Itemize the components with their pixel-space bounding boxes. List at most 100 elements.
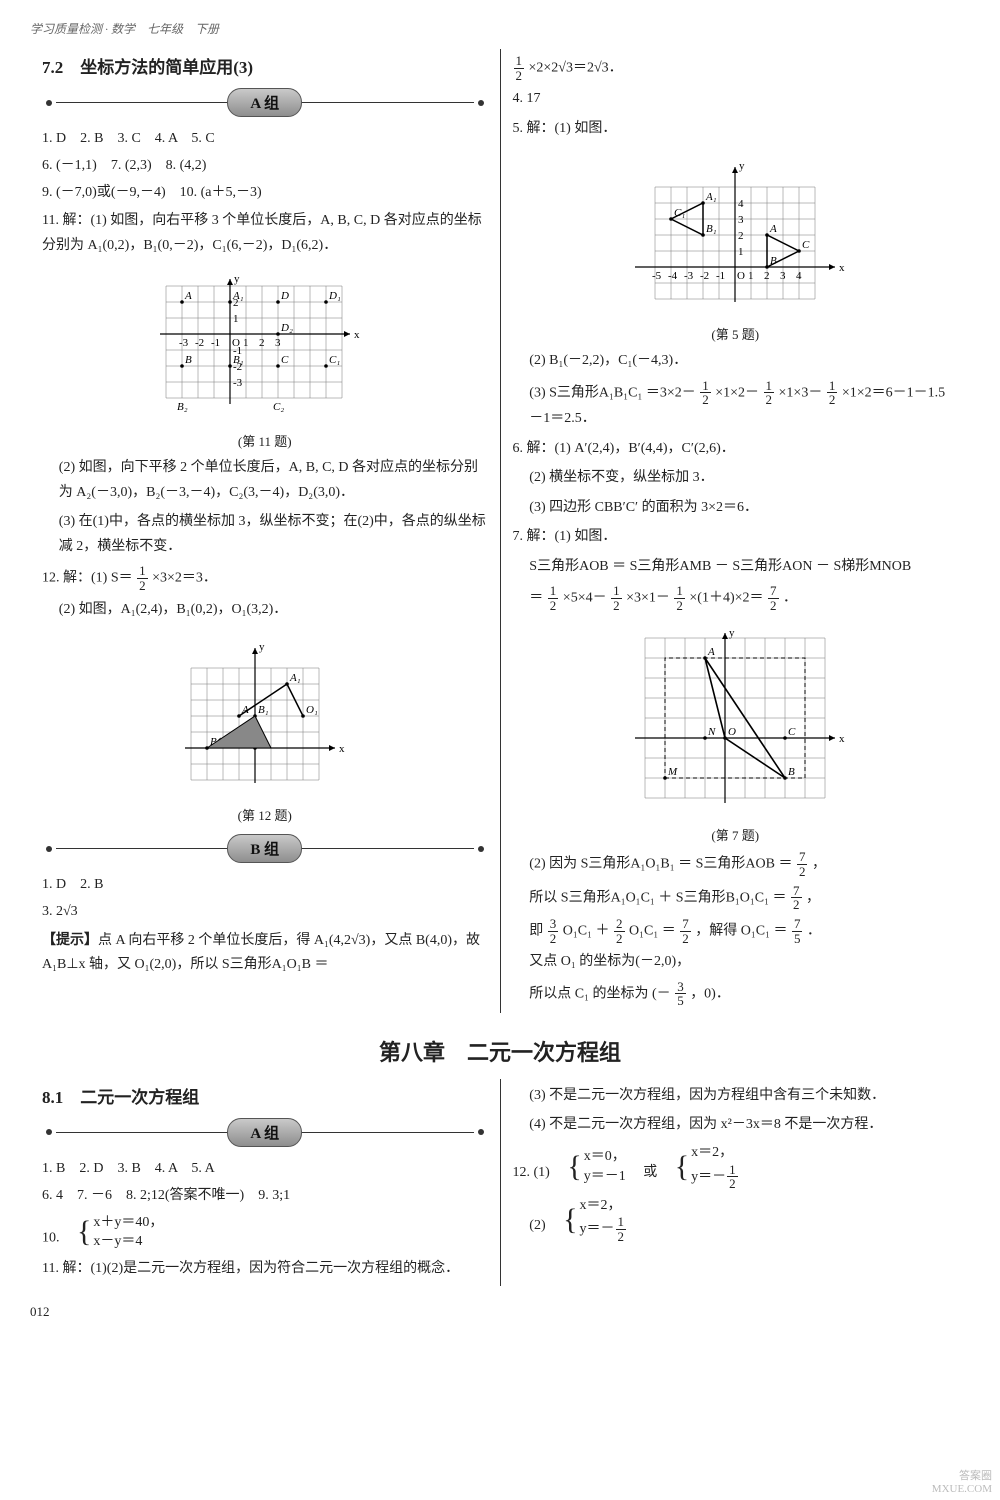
group-a-divider: A 组 (42, 88, 488, 117)
p7-2j: 又点 O₁ 的坐标为(－2,0)， (513, 950, 959, 975)
svg-text:-1: -1 (211, 337, 220, 349)
p11-1: 11. 解：(1) 如图，向右平移 3 个单位长度后，A, B, C, D 各对… (42, 209, 488, 258)
svg-text:A₁: A₁ (705, 191, 717, 203)
figure-11: AA₁DD₁BB₁CC₁D₂-3-2-112321-1-2-3B₂C₂ xy O… (42, 264, 488, 450)
figure-7: AOBNMC xy (第 7 题) (513, 618, 959, 844)
p11-2: (2) 如图，向下平移 2 个单位长度后，A, B, C, D 各对应点的坐标分… (42, 456, 488, 505)
svg-text:-3: -3 (684, 270, 694, 282)
fig12-caption: (第 12 题) (42, 805, 488, 824)
svg-text:-3: -3 (233, 377, 243, 389)
group-b-badge: B 组 (227, 834, 302, 863)
svg-text:y: y (729, 627, 735, 639)
p11-3-8: (3) 不是二元一次方程组，因为方程组中含有三个未知数． (513, 1084, 959, 1109)
svg-text:4: 4 (738, 198, 744, 210)
answers-72a-1: 1. D 2. B 3. C 4. A 5. C (42, 127, 488, 151)
svg-text:A: A (184, 290, 192, 302)
p12-8: 12. (1) { x＝0， y＝－1 或 { x＝2， y＝－12 (513, 1143, 959, 1191)
p7-2a: (2) 因为 S三角形A₁O₁B₁ ＝ S三角形AOB ＝ 72 ， (513, 850, 959, 878)
svg-text:C: C (788, 726, 796, 738)
svg-text:O₁: O₁ (306, 704, 318, 716)
svg-text:O: O (737, 270, 745, 282)
answers-81a-2: 6. 4 7. －6 8. 2;12(答案不唯一) 9. 3;1 (42, 1184, 488, 1208)
p12-1: 12. 解：(1) S＝ 12 ×3×2＝3． (42, 564, 488, 592)
svg-text:y: y (739, 160, 745, 172)
svg-text:C: C (802, 239, 810, 251)
svg-text:O: O (728, 726, 736, 738)
svg-text:2: 2 (764, 270, 770, 282)
svg-text:D: D (280, 290, 289, 302)
svg-text:D₁: D₁ (328, 290, 341, 302)
b3-hint: 【提示】点 A 向右平移 2 个单位长度后，得 A₁(4,2√3)，又点 B(4… (42, 929, 488, 978)
hint-label: 【提示】 (42, 933, 98, 948)
system-10: { x＋y＝40， x－y＝4 (77, 1213, 163, 1252)
system-12c: { x＝2， y＝－12 (563, 1196, 627, 1244)
svg-text:-4: -4 (668, 270, 678, 282)
svg-text:1: 1 (738, 246, 744, 258)
system-12a: { x＝0， y＝－1 (567, 1147, 625, 1186)
right-top-text: ×2×2√3＝2√3． (529, 60, 623, 75)
svg-text:A: A (707, 646, 715, 658)
answers-72b-1: 1. D 2. B (42, 873, 488, 897)
svg-text:B₂: B₂ (177, 401, 188, 413)
p11-4-8: (4) 不是二元一次方程组，因为 x²－3x＝8 不是一次方程． (513, 1113, 959, 1138)
svg-text:y: y (234, 273, 240, 285)
p10: 10. { x＋y＝40， x－y＝4 (42, 1213, 488, 1252)
svg-text:N: N (707, 726, 716, 738)
svg-text:B₁: B₁ (706, 223, 717, 235)
fig7-caption: (第 7 题) (513, 825, 959, 844)
p6-3: (3) 四边形 CBB′C′ 的面积为 3×2＝6． (513, 496, 959, 521)
svg-text:3: 3 (738, 214, 744, 226)
svg-text:D₂: D₂ (280, 322, 293, 334)
svg-text:2: 2 (259, 337, 265, 349)
svg-text:-3: -3 (179, 337, 189, 349)
p4: 4. 17 (513, 87, 959, 112)
p7-lead: 7. 解：(1) 如图． (513, 525, 959, 550)
svg-text:B: B (788, 766, 795, 778)
p7-eq2: ＝ 12 ×5×4－ 12 ×3×1－ 12 ×(1＋4)×2＝ 72 ． (513, 584, 959, 612)
p7-2c: 所以 S三角形A₁O₁C₁ ＋ S三角形B₁O₁C₁ ＝ 72 ， (513, 884, 959, 912)
svg-text:M: M (667, 766, 678, 778)
p7-2k: 所以点 C₁ 的坐标为 (－ 35 ，0)． (513, 980, 959, 1008)
svg-text:-1: -1 (716, 270, 725, 282)
svg-text:3: 3 (275, 337, 281, 349)
p12-1a: 12. 解：(1) S＝ (42, 571, 133, 586)
svg-text:C₁: C₁ (329, 354, 340, 366)
p12-2-8: (2) { x＝2， y＝－12 (513, 1196, 959, 1244)
group-a-divider-8: A 组 (42, 1118, 488, 1147)
answers-72b-2: 3. 2√3 (42, 900, 488, 924)
system-12b: { x＝2， y＝－12 (675, 1143, 739, 1191)
svg-text:1: 1 (233, 313, 239, 325)
svg-text:O: O (232, 337, 240, 349)
p7-eq1: S三角形AOB ＝ S三角形AMB － S三角形AON － S梯形MNOB (513, 555, 959, 580)
fig5-caption: (第 5 题) (513, 324, 959, 343)
svg-text:-2: -2 (195, 337, 204, 349)
svg-text:-2: -2 (700, 270, 709, 282)
p5-3: (3) S三角形A₁B₁C₁ ＝3×2－ 12 ×1×2－ 12 ×1×3－ 1… (513, 379, 959, 432)
svg-text:1: 1 (243, 337, 249, 349)
svg-text:-2: -2 (233, 361, 242, 373)
svg-text:x: x (839, 262, 845, 274)
p5-lead: 5. 解：(1) 如图． (513, 117, 959, 142)
answers-81a-1: 1. B 2. D 3. B 4. A 5. A (42, 1157, 488, 1181)
svg-text:C₂: C₂ (273, 401, 284, 413)
figure-5: A₁B₁C₁ABC-5-4-3-2-112341234 xy O (第 5 题) (513, 147, 959, 343)
svg-text:3: 3 (780, 270, 786, 282)
p12-2: (2) 如图，A₁(2,4)，B₁(0,2)，O₁(3,2)． (42, 598, 488, 623)
svg-text:A₁: A₁ (289, 672, 301, 684)
group-b-divider: B 组 (42, 834, 488, 863)
frac-half-1: 12 (137, 564, 148, 592)
svg-text:B: B (185, 354, 192, 366)
p5-2: (2) B₁(－2,2)，C₁(－4,3)． (513, 349, 959, 374)
svg-text:4: 4 (796, 270, 802, 282)
svg-text:B₁: B₁ (258, 704, 269, 716)
svg-text:C: C (281, 354, 289, 366)
svg-text:1: 1 (748, 270, 754, 282)
p11-3: (3) 在(1)中，各点的横坐标加 3，纵坐标不变；在(2)中，各点的纵坐标减 … (42, 510, 488, 559)
section-title-81: 8.1 二元一次方程组 (42, 1083, 488, 1108)
right-top: 12 ×2×2√3＝2√3． (513, 54, 959, 82)
svg-text:A: A (769, 223, 777, 235)
p7-2e: 即 32 O₁C₁ ＋ 22 O₁C₁ ＝ 72 ，解得 O₁C₁ ＝ 75 ． (513, 917, 959, 945)
b3-hint-text: 点 A 向右平移 2 个单位长度后，得 A₁(4,2√3)，又点 B(4,0)，… (42, 933, 480, 973)
section-title-72: 7.2 坐标方法的简单应用(3) (42, 53, 488, 78)
svg-text:x: x (354, 329, 360, 341)
